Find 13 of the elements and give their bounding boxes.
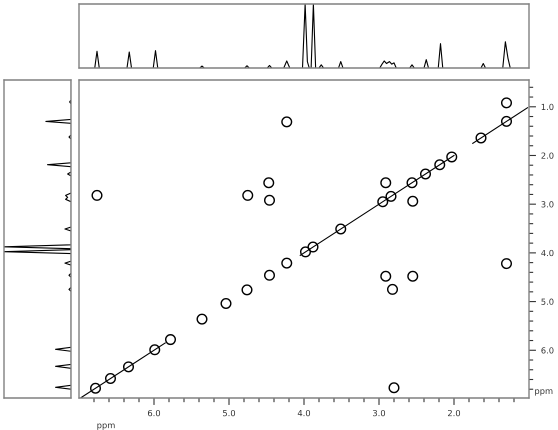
- x-tick-label: 2.0: [448, 410, 460, 416]
- x-tick-label: 6.0: [148, 410, 160, 416]
- x-axis-title: ppm: [97, 424, 115, 430]
- y-tick-label: 1.0: [542, 104, 554, 110]
- y-tick-label: 5.0: [541, 298, 554, 305]
- x-tick-label: 5.0: [223, 410, 236, 416]
- y-tick-label: 2.0: [541, 152, 554, 159]
- x-tick-label: 4.0: [298, 410, 310, 416]
- y-axis-title: ppm: [535, 389, 552, 396]
- x-tick-label: 3.0: [373, 410, 386, 416]
- y-tick-label: 3.0: [541, 201, 554, 208]
- y-tick-label: 6.0: [541, 347, 554, 354]
- y-tick-label: 4.0: [541, 250, 554, 256]
